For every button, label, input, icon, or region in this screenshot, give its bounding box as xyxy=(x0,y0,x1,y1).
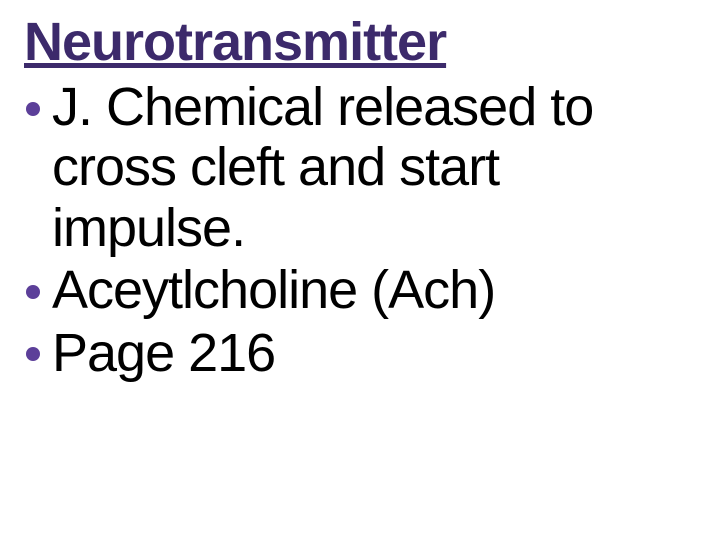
bullet-item: J. Chemical released to cross cleft and … xyxy=(52,77,696,258)
slide: Neurotransmitter J. Chemical released to… xyxy=(0,0,720,540)
bullet-list: J. Chemical released to cross cleft and … xyxy=(24,77,696,383)
bullet-item: Aceytlcholine (Ach) xyxy=(52,260,696,320)
bullet-item: Page 216 xyxy=(52,323,696,383)
slide-title: Neurotransmitter xyxy=(24,14,696,71)
